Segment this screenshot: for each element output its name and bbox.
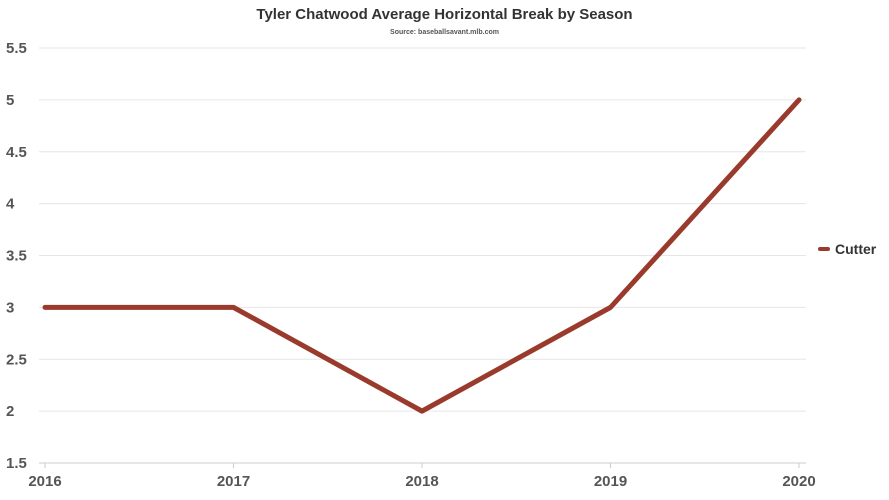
- x-tick-label: 2016: [28, 473, 61, 490]
- x-tick-label: 2017: [217, 473, 250, 490]
- x-tick-label: 2019: [594, 473, 627, 490]
- y-axis-ticks: 1.5 2 2.5 3 3.5 4 4.5 5 5.5: [6, 40, 27, 472]
- series-line-cutter[interactable]: [42, 97, 802, 414]
- y-tick-label: 4.5: [6, 144, 27, 161]
- x-axis-ticks: 2016 2017 2018 2019 2020: [28, 463, 816, 490]
- series-lines: [42, 97, 802, 414]
- y-tick-label: 3: [6, 299, 14, 316]
- y-tick-label: 5: [6, 92, 14, 109]
- chart-title: Tyler Chatwood Average Horizontal Break …: [256, 6, 633, 23]
- y-tick-label: 3.5: [6, 248, 27, 265]
- chart-subtitle: Source: baseballsavant.mlb.com: [390, 29, 499, 36]
- y-tick-label: 5.5: [6, 40, 27, 57]
- x-tick-label: 2020: [782, 473, 815, 490]
- y-tick-label: 2.5: [6, 351, 27, 368]
- legend[interactable]: Cutter: [818, 241, 876, 257]
- y-tick-label: 4: [6, 196, 15, 213]
- legend-label-cutter: Cutter: [835, 241, 877, 257]
- x-tick-label: 2018: [405, 473, 438, 490]
- legend-swatch-cutter: [818, 247, 830, 251]
- y-tick-label: 1.5: [6, 455, 27, 472]
- y-tick-label: 2: [6, 403, 14, 420]
- gridlines: [39, 47, 806, 412]
